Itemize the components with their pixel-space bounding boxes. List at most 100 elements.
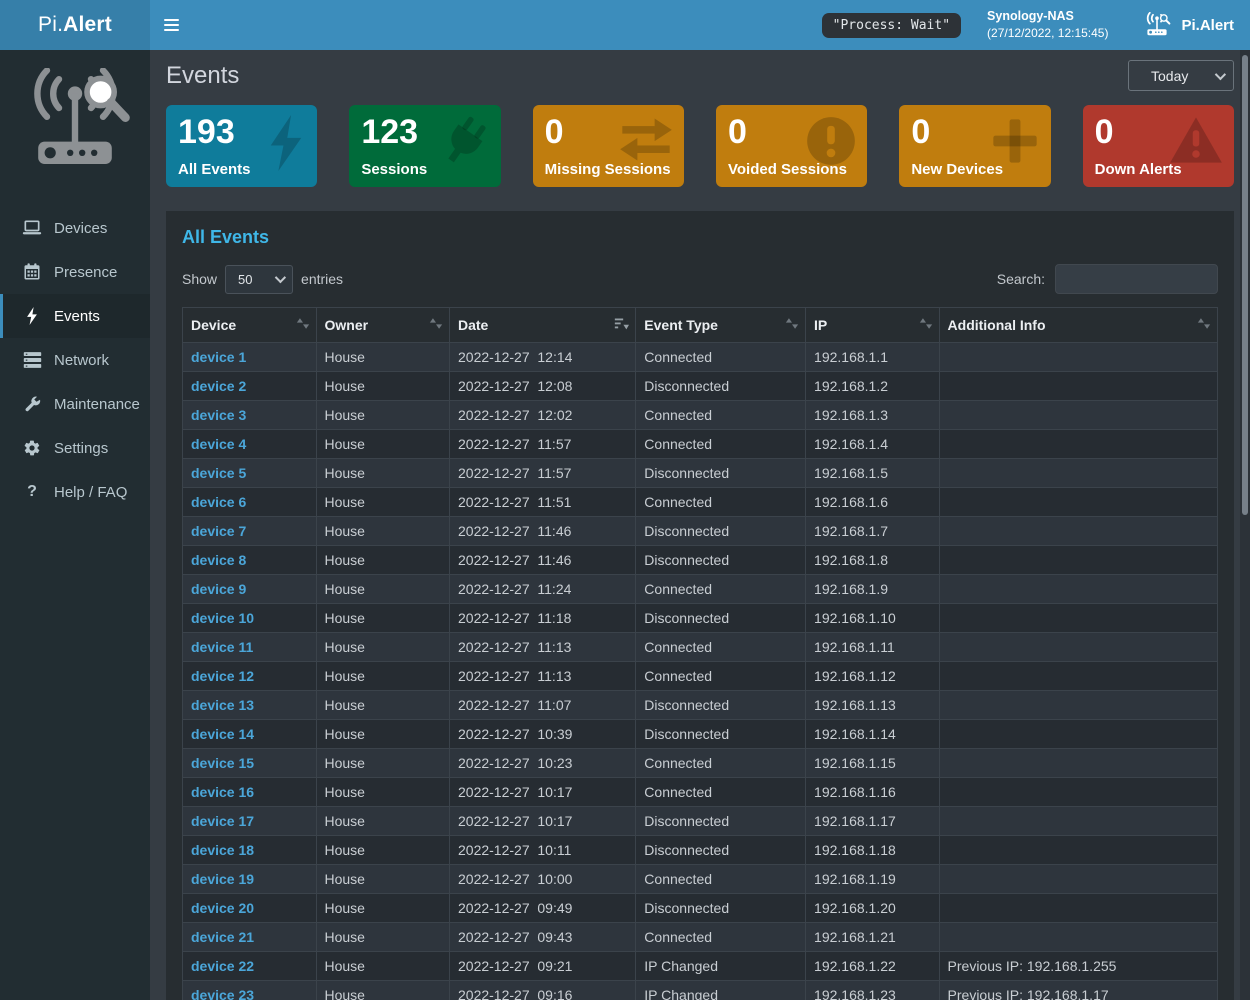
device-link[interactable]: device 8 xyxy=(191,552,247,568)
stat-card-sessions[interactable]: 123 Sessions xyxy=(349,105,501,187)
device-cell: device 17 xyxy=(182,806,317,836)
ip-cell: 192.168.1.23 xyxy=(805,980,940,1000)
column-header-owner[interactable]: Owner xyxy=(315,307,450,343)
date-cell: 2022-12-27 09:21 xyxy=(448,951,637,981)
date-cell: 2022-12-27 09:16 xyxy=(448,980,637,1000)
owner-cell: House xyxy=(315,429,450,459)
sidebar: Devices Presence Events Network Maintenance S… xyxy=(0,50,150,1000)
date-cell: 2022-12-27 12:02 xyxy=(448,400,637,430)
stat-value: 0 xyxy=(1094,113,1114,151)
additional-info-cell xyxy=(938,342,1219,372)
event-type-cell: IP Changed xyxy=(635,951,807,981)
sidebar-item-settings[interactable]: Settings xyxy=(0,426,150,470)
device-link[interactable]: device 23 xyxy=(191,987,255,1000)
column-header-date[interactable]: Date xyxy=(448,307,637,343)
additional-info-cell xyxy=(938,893,1219,923)
device-link[interactable]: device 2 xyxy=(191,378,247,394)
device-link[interactable]: device 11 xyxy=(191,639,254,655)
sidebar-item-presence[interactable]: Presence xyxy=(0,250,150,294)
event-type-cell: Connected xyxy=(635,661,807,691)
device-link[interactable]: device 1 xyxy=(191,349,247,365)
vertical-scrollbar[interactable] xyxy=(1240,50,1250,1000)
table-row: device 20 House 2022-12-27 09:49 Disconnect… xyxy=(182,893,1219,923)
event-type-cell: Connected xyxy=(635,864,807,894)
additional-info-cell xyxy=(938,864,1219,894)
sidebar-item-maintenance[interactable]: Maintenance xyxy=(0,382,150,426)
process-status-badge: "Process: Wait" xyxy=(821,12,962,38)
sidebar-item-help-faq[interactable]: ? Help / FAQ xyxy=(0,470,150,514)
column-header-additional-info[interactable]: Additional Info xyxy=(938,307,1219,343)
sidebar-item-network[interactable]: Network xyxy=(0,338,150,382)
search-input[interactable] xyxy=(1055,264,1218,294)
device-cell: device 15 xyxy=(182,748,317,778)
column-header-device[interactable]: Device xyxy=(182,307,317,343)
ip-cell: 192.168.1.7 xyxy=(805,516,940,546)
owner-cell: House xyxy=(315,864,450,894)
additional-info-cell: Previous IP: 192.168.1.255 xyxy=(938,951,1219,981)
stat-card-all-events[interactable]: 193 All Events xyxy=(166,105,318,187)
event-type-cell: Connected xyxy=(635,922,807,952)
owner-cell: House xyxy=(315,400,450,430)
stat-card-voided-sessions[interactable]: 0 Voided Sessions xyxy=(715,105,868,187)
scrollbar-thumb[interactable] xyxy=(1242,55,1248,515)
column-label: Additional Info xyxy=(947,317,1046,333)
table-row: device 11 House 2022-12-27 11:13 Connected 1… xyxy=(182,632,1219,662)
device-link[interactable]: device 14 xyxy=(191,726,255,742)
owner-cell: House xyxy=(315,661,450,691)
device-link[interactable]: device 5 xyxy=(191,465,247,481)
additional-info-cell xyxy=(938,487,1219,517)
column-header-ip[interactable]: IP xyxy=(805,307,940,343)
additional-info-cell xyxy=(938,516,1219,546)
table-row: device 10 House 2022-12-27 11:18 Disconnect… xyxy=(182,603,1219,633)
device-link[interactable]: device 19 xyxy=(191,871,255,887)
device-link[interactable]: device 15 xyxy=(191,755,255,771)
device-link[interactable]: device 9 xyxy=(191,581,247,597)
additional-info-cell xyxy=(938,806,1219,836)
device-cell: device 2 xyxy=(182,371,317,401)
device-cell: device 21 xyxy=(182,922,317,952)
stat-card-missing-sessions[interactable]: 0 Missing Sessions xyxy=(532,105,684,187)
table-row: device 17 House 2022-12-27 10:17 Disconnect… xyxy=(182,806,1219,836)
stat-card-new-devices[interactable]: 0 New Devices xyxy=(899,105,1051,187)
period-select[interactable]: Today xyxy=(1128,60,1234,91)
device-link[interactable]: device 12 xyxy=(191,668,255,684)
device-link[interactable]: device 22 xyxy=(191,958,255,974)
device-link[interactable]: device 13 xyxy=(191,697,255,713)
device-link[interactable]: device 20 xyxy=(191,900,255,916)
sidebar-item-events[interactable]: Events xyxy=(0,294,150,338)
brand-logo[interactable]: Pi. Alert xyxy=(0,0,150,50)
column-header-event-type[interactable]: Event Type xyxy=(635,307,807,343)
ip-cell: 192.168.1.2 xyxy=(805,371,940,401)
sidebar-item-devices[interactable]: Devices xyxy=(0,206,150,250)
device-link[interactable]: device 21 xyxy=(191,929,255,945)
ip-cell: 192.168.1.12 xyxy=(805,661,940,691)
device-link[interactable]: device 16 xyxy=(191,784,255,800)
date-cell: 2022-12-27 10:11 xyxy=(448,835,637,865)
additional-info-cell xyxy=(938,371,1219,401)
owner-cell: House xyxy=(315,632,450,662)
owner-cell: House xyxy=(315,487,450,517)
ip-cell: 192.168.1.9 xyxy=(805,574,940,604)
device-link[interactable]: device 3 xyxy=(191,407,247,423)
sidebar-toggle-icon[interactable] xyxy=(164,16,186,34)
device-cell: device 6 xyxy=(182,487,317,517)
device-link[interactable]: device 6 xyxy=(191,494,247,510)
date-cell: 2022-12-27 11:46 xyxy=(448,516,637,546)
device-link[interactable]: device 17 xyxy=(191,813,255,829)
page-length-select[interactable]: 50 xyxy=(225,264,294,294)
device-link[interactable]: device 18 xyxy=(191,842,255,858)
stat-label: Missing Sessions xyxy=(544,161,671,178)
device-link[interactable]: device 7 xyxy=(191,523,247,539)
entries-label: entries xyxy=(301,271,344,287)
event-type-cell: Disconnected xyxy=(635,806,807,836)
device-link[interactable]: device 4 xyxy=(191,436,247,452)
plus-icon xyxy=(989,115,1041,172)
stat-card-down-alerts[interactable]: 0 Down Alerts xyxy=(1082,105,1234,187)
app-badge[interactable]: Pi.Alert xyxy=(1142,12,1234,38)
ip-cell: 192.168.1.13 xyxy=(805,690,940,720)
period-select-value: Today xyxy=(1151,67,1189,84)
additional-info-cell xyxy=(938,400,1219,430)
table-row: device 4 House 2022-12-27 11:57 Connected 19… xyxy=(182,429,1219,459)
table-row: device 2 House 2022-12-27 12:08 Disconnecte… xyxy=(182,371,1219,401)
device-link[interactable]: device 10 xyxy=(191,610,255,626)
